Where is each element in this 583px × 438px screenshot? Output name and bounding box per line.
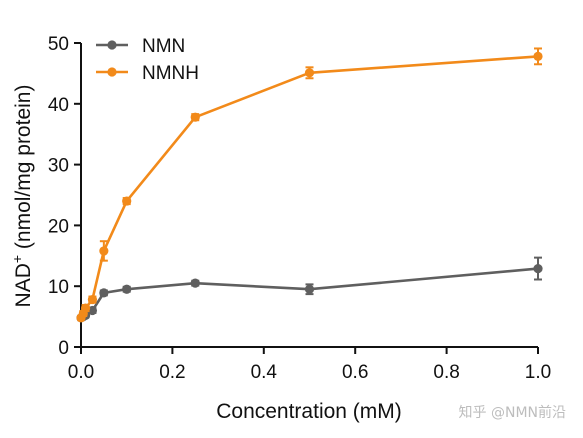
y-tick-label: 0 — [58, 338, 69, 359]
x-tick-label: 0.4 — [251, 362, 278, 383]
x-tick-label: 0.2 — [159, 362, 185, 383]
y-tick-label: 40 — [48, 95, 69, 116]
x-tick-label: 1.0 — [525, 362, 551, 383]
y-axis-title-rest: (nmol/mg protein) — [12, 85, 35, 255]
legend: NMN NMNH — [96, 36, 199, 84]
legend-swatch-marker — [107, 67, 117, 77]
series-nmn — [76, 256, 543, 323]
series-line-nmnh — [79, 55, 539, 319]
legend-swatch-marker — [107, 40, 117, 50]
data-point-nmnh — [122, 196, 132, 206]
data-point-nmnh — [87, 294, 98, 305]
data-point-nmn — [190, 278, 200, 288]
data-point-nmnh — [99, 246, 109, 256]
y-axis-title-main: NAD — [12, 263, 35, 307]
series-layer — [76, 47, 543, 323]
data-point-nmnh — [304, 68, 315, 78]
y-axis-ticks: 0 10 20 30 40 50 — [48, 34, 81, 359]
watermark-text: 知乎 @NMN前沿 — [459, 404, 566, 421]
data-point-nmnh — [190, 112, 200, 122]
x-axis-title: Concentration (mM) — [216, 400, 402, 423]
x-axis-ticks: 0.0 0.2 0.4 0.6 0.8 1.0 — [68, 347, 551, 383]
y-axis-title-sup: + — [9, 255, 25, 263]
axes — [80, 43, 538, 348]
legend-label: NMN — [142, 36, 185, 57]
series-nmnh — [76, 47, 543, 323]
y-tick-label: 20 — [48, 216, 69, 237]
legend-label: NMNH — [142, 63, 199, 84]
y-tick-label: 30 — [48, 156, 69, 177]
x-tick-label: 0.6 — [342, 362, 368, 383]
data-point-nmnh — [80, 303, 91, 313]
legend-item-nmnh: NMNH — [96, 63, 199, 84]
y-axis-title: NAD+ (nmol/mg protein) — [9, 85, 35, 308]
y-tick-label: 50 — [48, 34, 69, 55]
data-point-nmn — [122, 284, 132, 294]
data-point-nmnh — [533, 51, 543, 61]
legend-item-nmn: NMN — [96, 36, 185, 57]
x-tick-label: 0.0 — [68, 362, 94, 383]
data-point-nmn — [533, 263, 543, 274]
x-tick-label: 0.8 — [433, 362, 459, 383]
data-point-nmn — [304, 284, 315, 294]
data-point-nmn — [99, 288, 109, 298]
y-tick-label: 10 — [48, 277, 69, 298]
